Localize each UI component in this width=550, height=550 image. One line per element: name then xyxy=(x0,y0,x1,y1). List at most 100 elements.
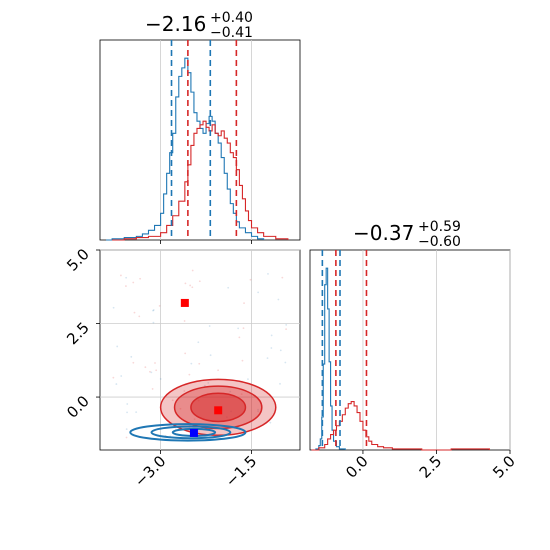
scatter-point xyxy=(138,315,141,318)
scatter-point xyxy=(151,388,154,390)
scatter-point xyxy=(126,411,128,414)
tick-label-p2-x-0: 0.0 xyxy=(342,452,372,482)
scatter-point xyxy=(132,361,135,364)
scatter-point xyxy=(277,298,280,301)
hist-panel-param1 xyxy=(99,39,301,241)
scatter-point xyxy=(154,362,156,364)
scatter-point xyxy=(279,349,282,352)
scatter-point xyxy=(133,311,136,314)
scatter-point xyxy=(203,384,206,387)
tick-label-joint-y-2: 5.0 xyxy=(63,245,93,275)
scatter-point xyxy=(179,407,182,410)
scatter-point xyxy=(193,418,196,420)
contour-blue-0 xyxy=(129,423,247,442)
param2-title-minus: −0.60 xyxy=(418,234,461,250)
scatter-point xyxy=(152,309,154,312)
scatter-point xyxy=(120,375,123,377)
scatter-point xyxy=(152,309,155,311)
scatter-point xyxy=(120,274,122,277)
scatter-point xyxy=(139,277,142,280)
scatter-point xyxy=(116,345,119,348)
tick-label-p2-x-2: 5.0 xyxy=(489,452,519,482)
scatter-point xyxy=(125,436,128,439)
param1-title: −2.16 xyxy=(145,12,206,36)
hist-p1-frame xyxy=(99,39,301,241)
scatter-point xyxy=(267,272,269,275)
scatter-point xyxy=(217,369,219,372)
scatter-point xyxy=(183,390,186,392)
scatter-point xyxy=(191,286,194,289)
scatter-point xyxy=(266,357,269,360)
scatter-point xyxy=(285,328,288,330)
tick-label-joint-x-0: −3.0 xyxy=(131,452,169,490)
scatter-point xyxy=(279,382,281,385)
marker-blue-2 xyxy=(189,428,198,437)
scatter-point xyxy=(270,347,273,349)
scatter-point xyxy=(125,285,127,287)
scatter-point xyxy=(135,411,138,414)
param1-title-main: −2.16 xyxy=(145,12,206,36)
scatter-point xyxy=(130,355,133,358)
scatter-point xyxy=(189,284,192,287)
scatter-point xyxy=(269,421,272,424)
hist-panel-param2 xyxy=(309,249,511,451)
scatter-point xyxy=(190,362,193,365)
scatter-point xyxy=(125,276,128,279)
scatter-point xyxy=(209,354,212,357)
scatter-point xyxy=(198,280,201,283)
scatter-point xyxy=(149,370,151,373)
scatter-point xyxy=(126,403,129,405)
scatter-point xyxy=(241,359,244,362)
scatter-point xyxy=(227,286,230,289)
scatter-point xyxy=(242,327,245,330)
scatter-point xyxy=(207,381,210,384)
scatter-point xyxy=(257,291,260,294)
contour-blue-1 xyxy=(150,425,232,440)
scatter-point xyxy=(159,378,162,380)
tick-label-p2-x-1: 2.5 xyxy=(416,452,446,482)
scatter-point xyxy=(270,334,273,337)
scatter-point xyxy=(257,410,259,413)
scatter-point xyxy=(238,336,241,339)
tick-label-joint-x-1: −1.5 xyxy=(222,452,260,490)
scatter-point xyxy=(284,361,287,364)
scatter-point xyxy=(144,366,147,369)
scatter-point xyxy=(240,393,243,396)
scatter-point xyxy=(198,431,200,433)
scatter-point xyxy=(158,304,161,307)
scatter-point xyxy=(285,324,288,326)
param2-title-plus: +0.59 xyxy=(418,219,461,235)
scatter-point xyxy=(112,306,115,309)
marker-red-0 xyxy=(180,298,189,307)
hist-p1-red-series xyxy=(112,120,289,241)
scatter-point xyxy=(155,369,158,372)
scatter-point xyxy=(247,378,249,381)
tick-label-joint-y-1: 2.5 xyxy=(63,319,93,349)
hist-p2-red-series xyxy=(311,400,490,451)
scatter-point xyxy=(150,371,153,374)
scatter-point xyxy=(198,362,201,365)
scatter-point xyxy=(191,269,194,272)
param1-title-minus: −0.41 xyxy=(210,25,253,41)
scatter-point xyxy=(243,302,245,305)
marker-red-1 xyxy=(214,406,223,415)
param2-title: −0.37 xyxy=(353,221,414,245)
hist-p1-blue-series xyxy=(106,57,265,241)
scatter-point xyxy=(152,321,155,324)
param2-title-main: −0.37 xyxy=(353,221,414,245)
param1-title-plus: +0.40 xyxy=(210,10,253,26)
scatter-point xyxy=(184,352,187,355)
scatter-point xyxy=(249,278,252,281)
scatter-point xyxy=(132,281,135,284)
scatter-point xyxy=(281,276,284,279)
scatter-point xyxy=(208,325,211,327)
scatter-point xyxy=(183,320,186,322)
joint-panel xyxy=(99,249,301,451)
scatter-point xyxy=(171,399,174,402)
scatter-point xyxy=(115,383,118,385)
scatter-point xyxy=(229,390,232,393)
scatter-point xyxy=(112,376,115,379)
scatter-point xyxy=(125,428,128,431)
scatter-point xyxy=(188,373,191,376)
